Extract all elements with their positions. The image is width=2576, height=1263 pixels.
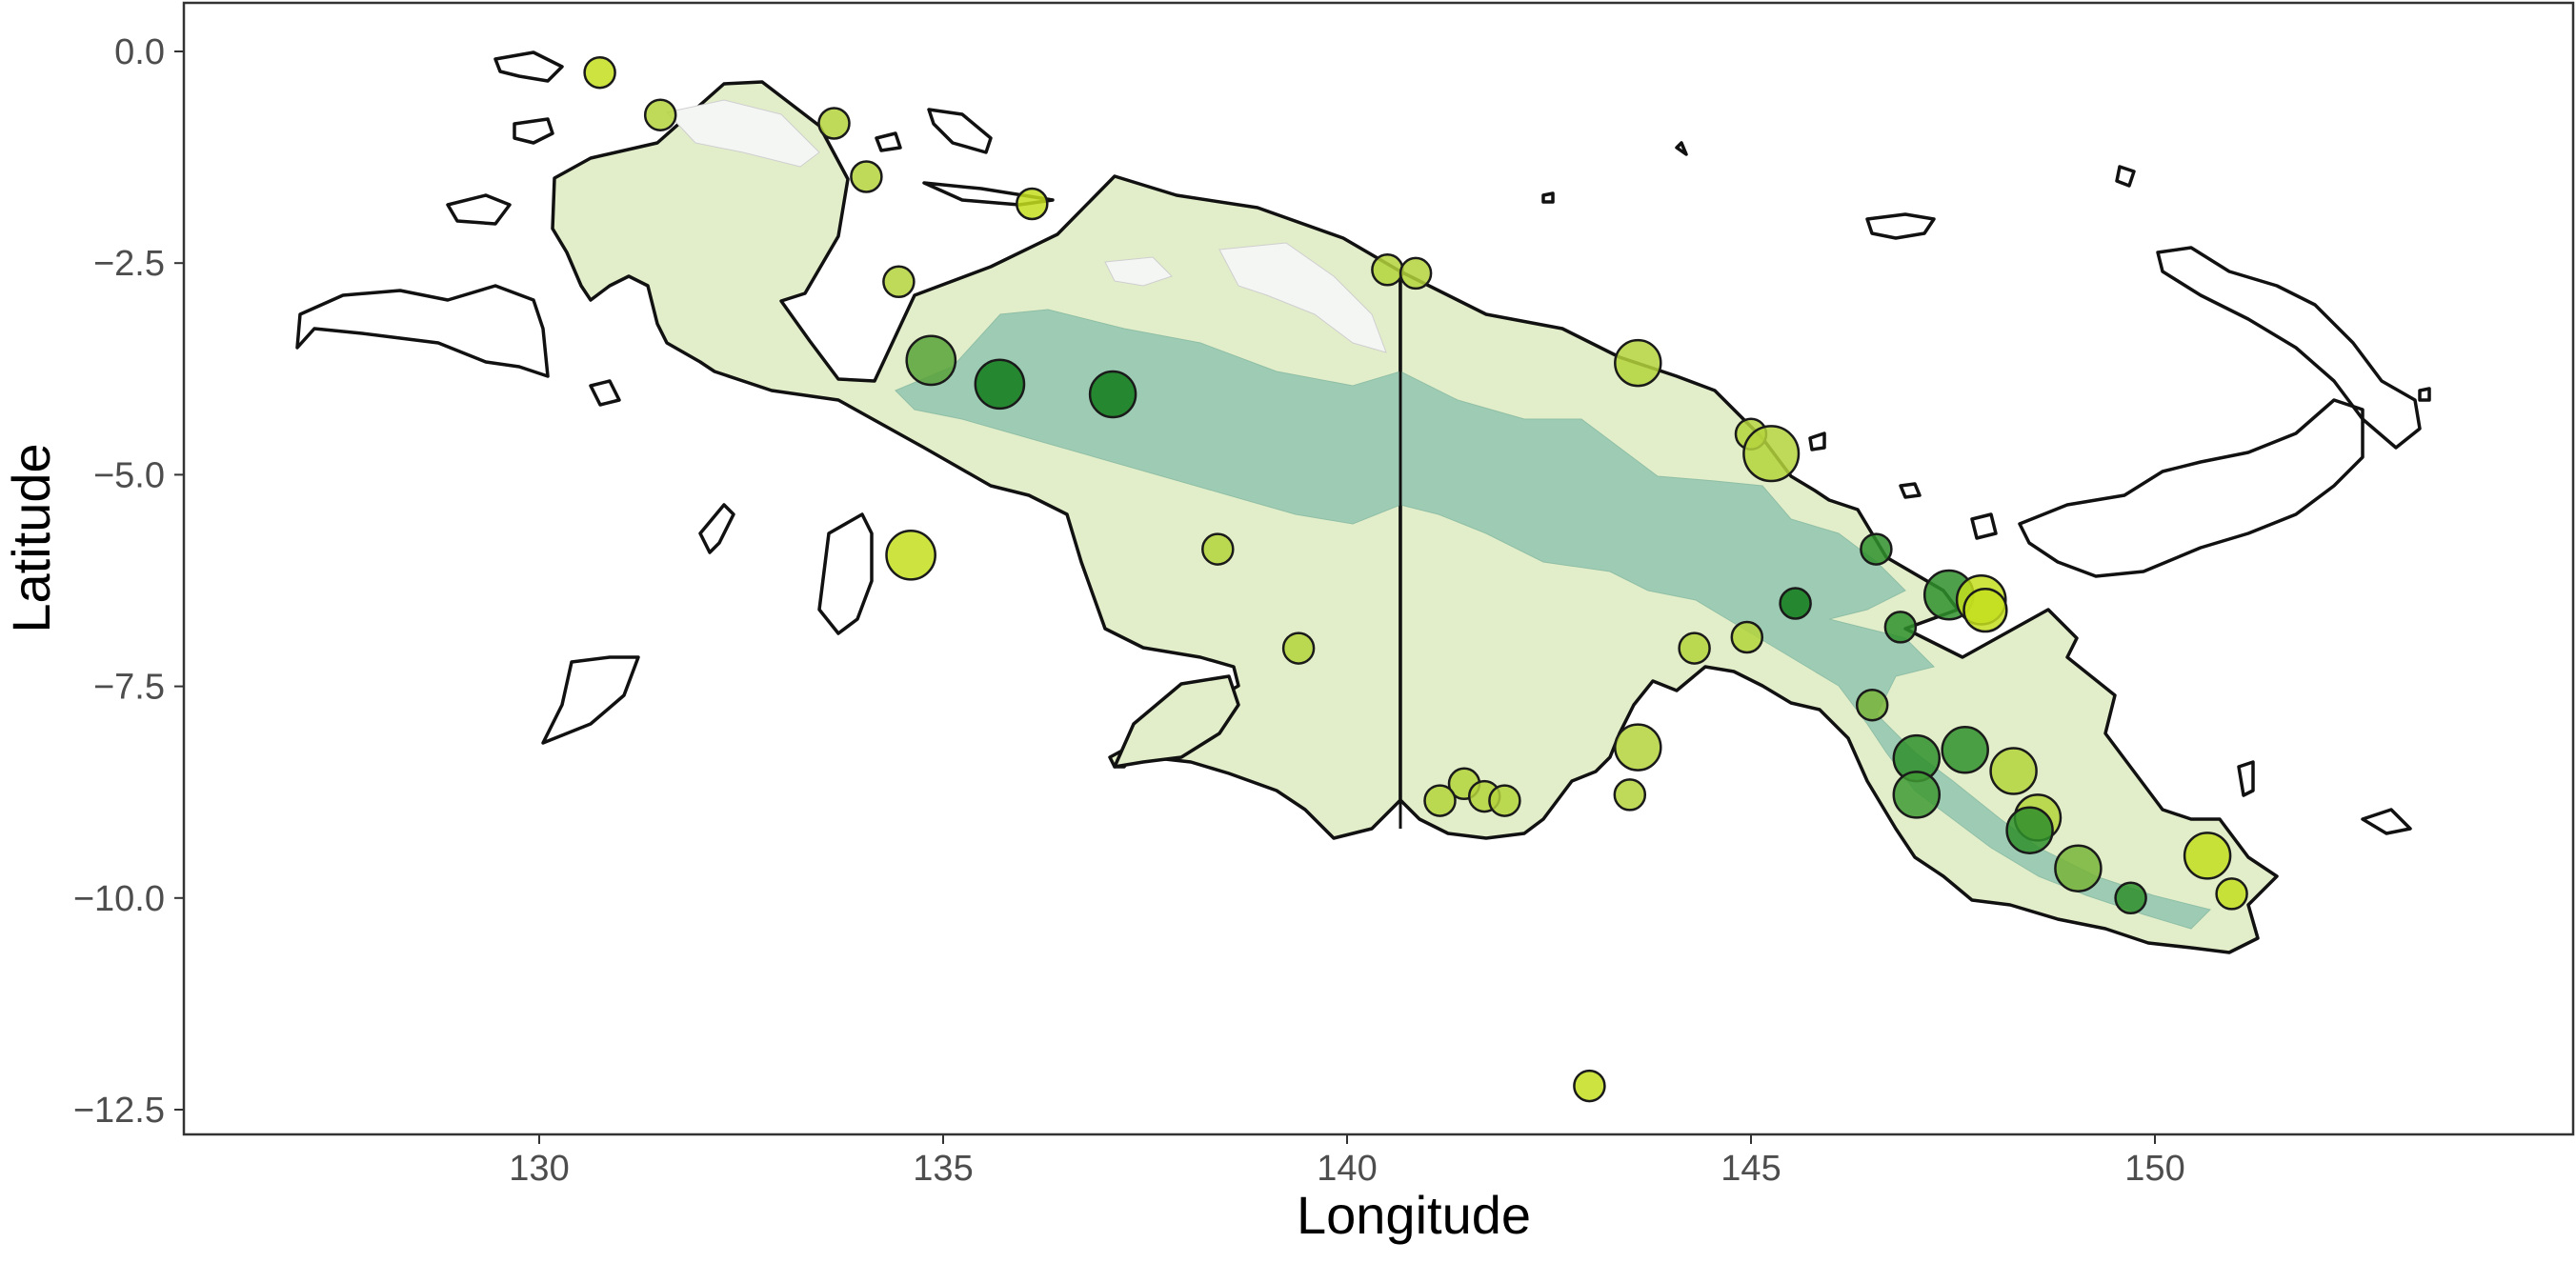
y-tick-label: −10.0 xyxy=(73,879,165,919)
data-point xyxy=(2183,832,2232,880)
island-buru-fragment xyxy=(589,379,621,407)
island-karkar xyxy=(1808,431,1826,451)
island-tanimbar xyxy=(541,655,640,745)
y-tick-label: −12.5 xyxy=(73,1091,165,1131)
data-point xyxy=(1892,771,1942,819)
island-aru xyxy=(817,512,874,635)
y-axis-title: Latitude xyxy=(1,443,61,632)
landmass-southwest-lobe xyxy=(1113,674,1240,769)
data-point xyxy=(1613,778,1647,812)
data-point xyxy=(1742,425,1801,483)
island-woodlark xyxy=(2361,808,2412,835)
data-point xyxy=(885,529,936,581)
island-salawati xyxy=(513,117,554,145)
x-tick-label: 150 xyxy=(2124,1149,2184,1189)
data-point xyxy=(2114,881,2147,915)
data-point xyxy=(1855,688,1889,722)
island-numfor xyxy=(875,131,902,152)
data-point xyxy=(2005,806,2054,854)
island-kei xyxy=(698,503,735,554)
data-point xyxy=(1989,747,2038,795)
data-point xyxy=(1678,632,1711,665)
lowland-patch-1 xyxy=(666,99,820,168)
island-waigeo xyxy=(493,50,564,83)
data-point xyxy=(1423,784,1457,817)
panel-border xyxy=(182,1,2575,1136)
y-tick-label: 0.0 xyxy=(114,32,165,72)
island-misool xyxy=(446,193,512,226)
island-new-ireland xyxy=(2156,246,2422,450)
x-tick-label: 130 xyxy=(509,1149,569,1189)
data-point xyxy=(1614,723,1662,772)
lowland-patch-3 xyxy=(1104,256,1173,287)
data-point xyxy=(583,55,616,90)
data-point xyxy=(817,107,851,140)
data-point xyxy=(1016,187,1049,221)
x-tick-label: 145 xyxy=(1721,1149,1781,1189)
data-point xyxy=(1281,632,1316,665)
island-small-1 xyxy=(2418,387,2431,402)
data-point xyxy=(1399,256,1433,291)
island-long xyxy=(1899,482,1922,499)
island-small-3 xyxy=(1675,141,1688,156)
island-new-britain xyxy=(2018,398,2365,578)
data-point xyxy=(1371,253,1404,287)
data-point xyxy=(905,334,957,387)
island-trobriand xyxy=(2237,760,2255,797)
y-tick-label: −7.5 xyxy=(93,668,165,708)
y-tick-label: −5.0 xyxy=(93,455,165,495)
data-point xyxy=(882,265,916,299)
data-point xyxy=(1941,726,1989,774)
map-layer xyxy=(295,50,2431,1103)
island-seram xyxy=(295,284,550,378)
data-point xyxy=(643,98,677,131)
island-small-2 xyxy=(1541,191,1555,204)
data-point xyxy=(1201,532,1235,566)
y-axis: 0.0 −2.5 −5.0 −7.5 −10.0 −12.5 xyxy=(73,32,184,1131)
data-point xyxy=(974,358,1026,411)
island-new-hanover xyxy=(2115,165,2136,188)
data-point xyxy=(1573,1069,1606,1103)
data-point xyxy=(2054,844,2103,892)
x-axis-title: Longitude xyxy=(1297,1185,1531,1245)
data-point xyxy=(1779,587,1812,620)
data-point xyxy=(1730,620,1764,654)
x-tick-label: 135 xyxy=(913,1149,973,1189)
data-point xyxy=(1614,338,1662,388)
y-tick-label: −2.5 xyxy=(93,244,165,284)
data-point xyxy=(1860,532,1893,566)
data-point xyxy=(850,160,883,193)
x-tick-label: 140 xyxy=(1317,1149,1377,1189)
data-point xyxy=(1088,370,1137,419)
island-manus xyxy=(1865,212,1936,240)
x-axis: 130 135 140 145 150 xyxy=(509,1134,2185,1189)
islands xyxy=(295,50,2431,835)
data-point xyxy=(1883,611,1918,644)
island-umboi xyxy=(1970,512,1998,540)
data-point xyxy=(2215,877,2248,911)
data-point xyxy=(1488,784,1521,817)
points-layer xyxy=(583,55,2248,1103)
island-biak xyxy=(927,108,993,154)
data-point xyxy=(1962,587,2008,633)
lowland-patch-2 xyxy=(1218,242,1387,353)
